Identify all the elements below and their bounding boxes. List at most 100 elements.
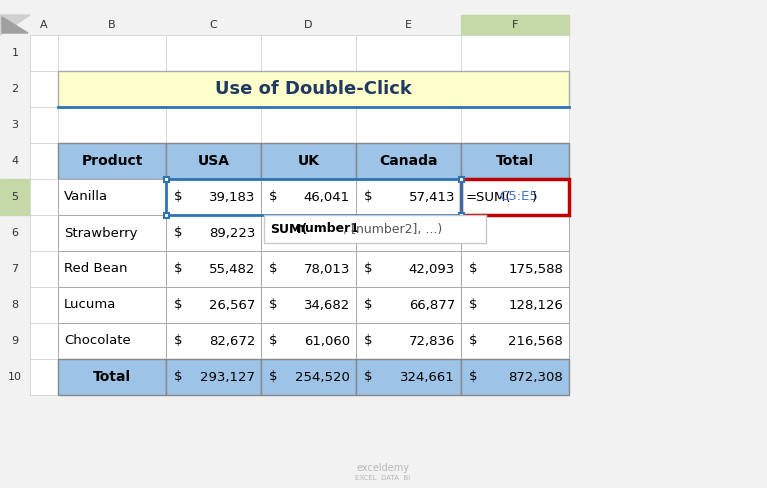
Bar bbox=[166, 143, 261, 179]
Bar bbox=[30, 359, 58, 395]
Text: SUM(: SUM( bbox=[270, 223, 308, 236]
Bar bbox=[30, 179, 58, 215]
Text: 175,588: 175,588 bbox=[508, 263, 563, 276]
Text: Strawberry: Strawberry bbox=[64, 226, 137, 240]
Text: 5: 5 bbox=[12, 192, 18, 202]
Bar bbox=[461, 251, 569, 287]
Bar bbox=[166, 179, 261, 215]
Bar bbox=[58, 107, 166, 143]
Text: Use of Double-Click: Use of Double-Click bbox=[215, 80, 412, 98]
Text: 42,093: 42,093 bbox=[409, 263, 455, 276]
Text: 10: 10 bbox=[8, 372, 22, 382]
Bar bbox=[30, 35, 58, 71]
Text: 254,520: 254,520 bbox=[295, 370, 350, 384]
Text: EXCEL  DATA  BI: EXCEL DATA BI bbox=[355, 475, 410, 481]
Bar bbox=[459, 212, 463, 218]
Bar bbox=[461, 251, 569, 287]
Text: USA: USA bbox=[197, 154, 229, 168]
Text: F: F bbox=[512, 20, 518, 30]
Text: Total: Total bbox=[496, 154, 534, 168]
Bar bbox=[166, 359, 261, 395]
Bar bbox=[166, 35, 261, 71]
Text: $: $ bbox=[269, 190, 278, 203]
Text: C5:E5: C5:E5 bbox=[499, 190, 538, 203]
Polygon shape bbox=[0, 15, 30, 35]
Text: 324,661: 324,661 bbox=[400, 370, 455, 384]
Bar bbox=[30, 323, 58, 359]
Bar bbox=[166, 215, 261, 251]
Bar bbox=[261, 287, 356, 323]
Text: A: A bbox=[40, 20, 48, 30]
Bar bbox=[30, 215, 58, 251]
Text: 34,724: 34,724 bbox=[304, 226, 350, 240]
Text: C: C bbox=[209, 20, 217, 30]
Text: 26,567: 26,567 bbox=[209, 299, 255, 311]
Bar bbox=[0, 179, 30, 215]
Text: , [number2], ...): , [number2], ...) bbox=[343, 223, 443, 236]
Text: 78,013: 78,013 bbox=[304, 263, 350, 276]
Bar bbox=[58, 323, 166, 359]
Bar bbox=[261, 107, 356, 143]
Text: 55,482: 55,482 bbox=[209, 263, 255, 276]
Text: $: $ bbox=[269, 263, 278, 276]
Text: ): ) bbox=[532, 190, 537, 203]
Bar bbox=[356, 287, 461, 323]
Bar bbox=[356, 143, 461, 179]
Text: Canada: Canada bbox=[379, 154, 438, 168]
Bar bbox=[166, 251, 261, 287]
Bar bbox=[356, 251, 461, 287]
Text: UK: UK bbox=[298, 154, 320, 168]
Bar bbox=[163, 212, 169, 218]
Text: $: $ bbox=[364, 299, 373, 311]
Bar bbox=[261, 251, 356, 287]
Bar bbox=[356, 179, 461, 215]
Text: 8: 8 bbox=[12, 300, 18, 310]
Bar bbox=[30, 35, 569, 395]
Text: Vanilla: Vanilla bbox=[64, 190, 108, 203]
Text: 2: 2 bbox=[12, 84, 18, 94]
Text: 89,223: 89,223 bbox=[209, 226, 255, 240]
Bar bbox=[30, 71, 58, 107]
Text: 61,060: 61,060 bbox=[304, 334, 350, 347]
Bar bbox=[356, 323, 461, 359]
Bar bbox=[30, 143, 58, 179]
Bar bbox=[356, 107, 461, 143]
Bar bbox=[461, 179, 569, 215]
Text: $: $ bbox=[469, 299, 478, 311]
Text: 216,568: 216,568 bbox=[509, 334, 563, 347]
Text: $: $ bbox=[174, 190, 183, 203]
Bar bbox=[58, 251, 166, 287]
Bar bbox=[166, 287, 261, 323]
Text: $: $ bbox=[469, 334, 478, 347]
Bar bbox=[166, 323, 261, 359]
Bar bbox=[356, 35, 461, 71]
Bar bbox=[356, 359, 461, 395]
Text: 82,672: 82,672 bbox=[209, 334, 255, 347]
Bar bbox=[461, 287, 569, 323]
Bar bbox=[459, 177, 463, 182]
Bar bbox=[58, 71, 569, 107]
Text: $: $ bbox=[364, 190, 373, 203]
Bar bbox=[261, 359, 356, 395]
Text: $: $ bbox=[174, 299, 183, 311]
Bar bbox=[58, 35, 166, 71]
Text: 293,127: 293,127 bbox=[200, 370, 255, 384]
Text: 72,836: 72,836 bbox=[409, 334, 455, 347]
Text: 57,413: 57,413 bbox=[409, 190, 455, 203]
Bar bbox=[461, 35, 569, 71]
Text: $: $ bbox=[269, 370, 278, 384]
Text: 39,183: 39,183 bbox=[209, 190, 255, 203]
Bar bbox=[58, 287, 166, 323]
Text: $: $ bbox=[469, 370, 478, 384]
Text: $: $ bbox=[174, 226, 183, 240]
Bar bbox=[461, 287, 569, 323]
Bar bbox=[58, 143, 166, 179]
Text: 1: 1 bbox=[12, 48, 18, 58]
Text: 6: 6 bbox=[12, 228, 18, 238]
Text: 4: 4 bbox=[12, 156, 18, 166]
Bar bbox=[261, 35, 356, 71]
Text: $: $ bbox=[269, 334, 278, 347]
Bar bbox=[30, 251, 58, 287]
Text: =SUM(: =SUM( bbox=[466, 190, 512, 203]
Bar bbox=[58, 359, 166, 395]
